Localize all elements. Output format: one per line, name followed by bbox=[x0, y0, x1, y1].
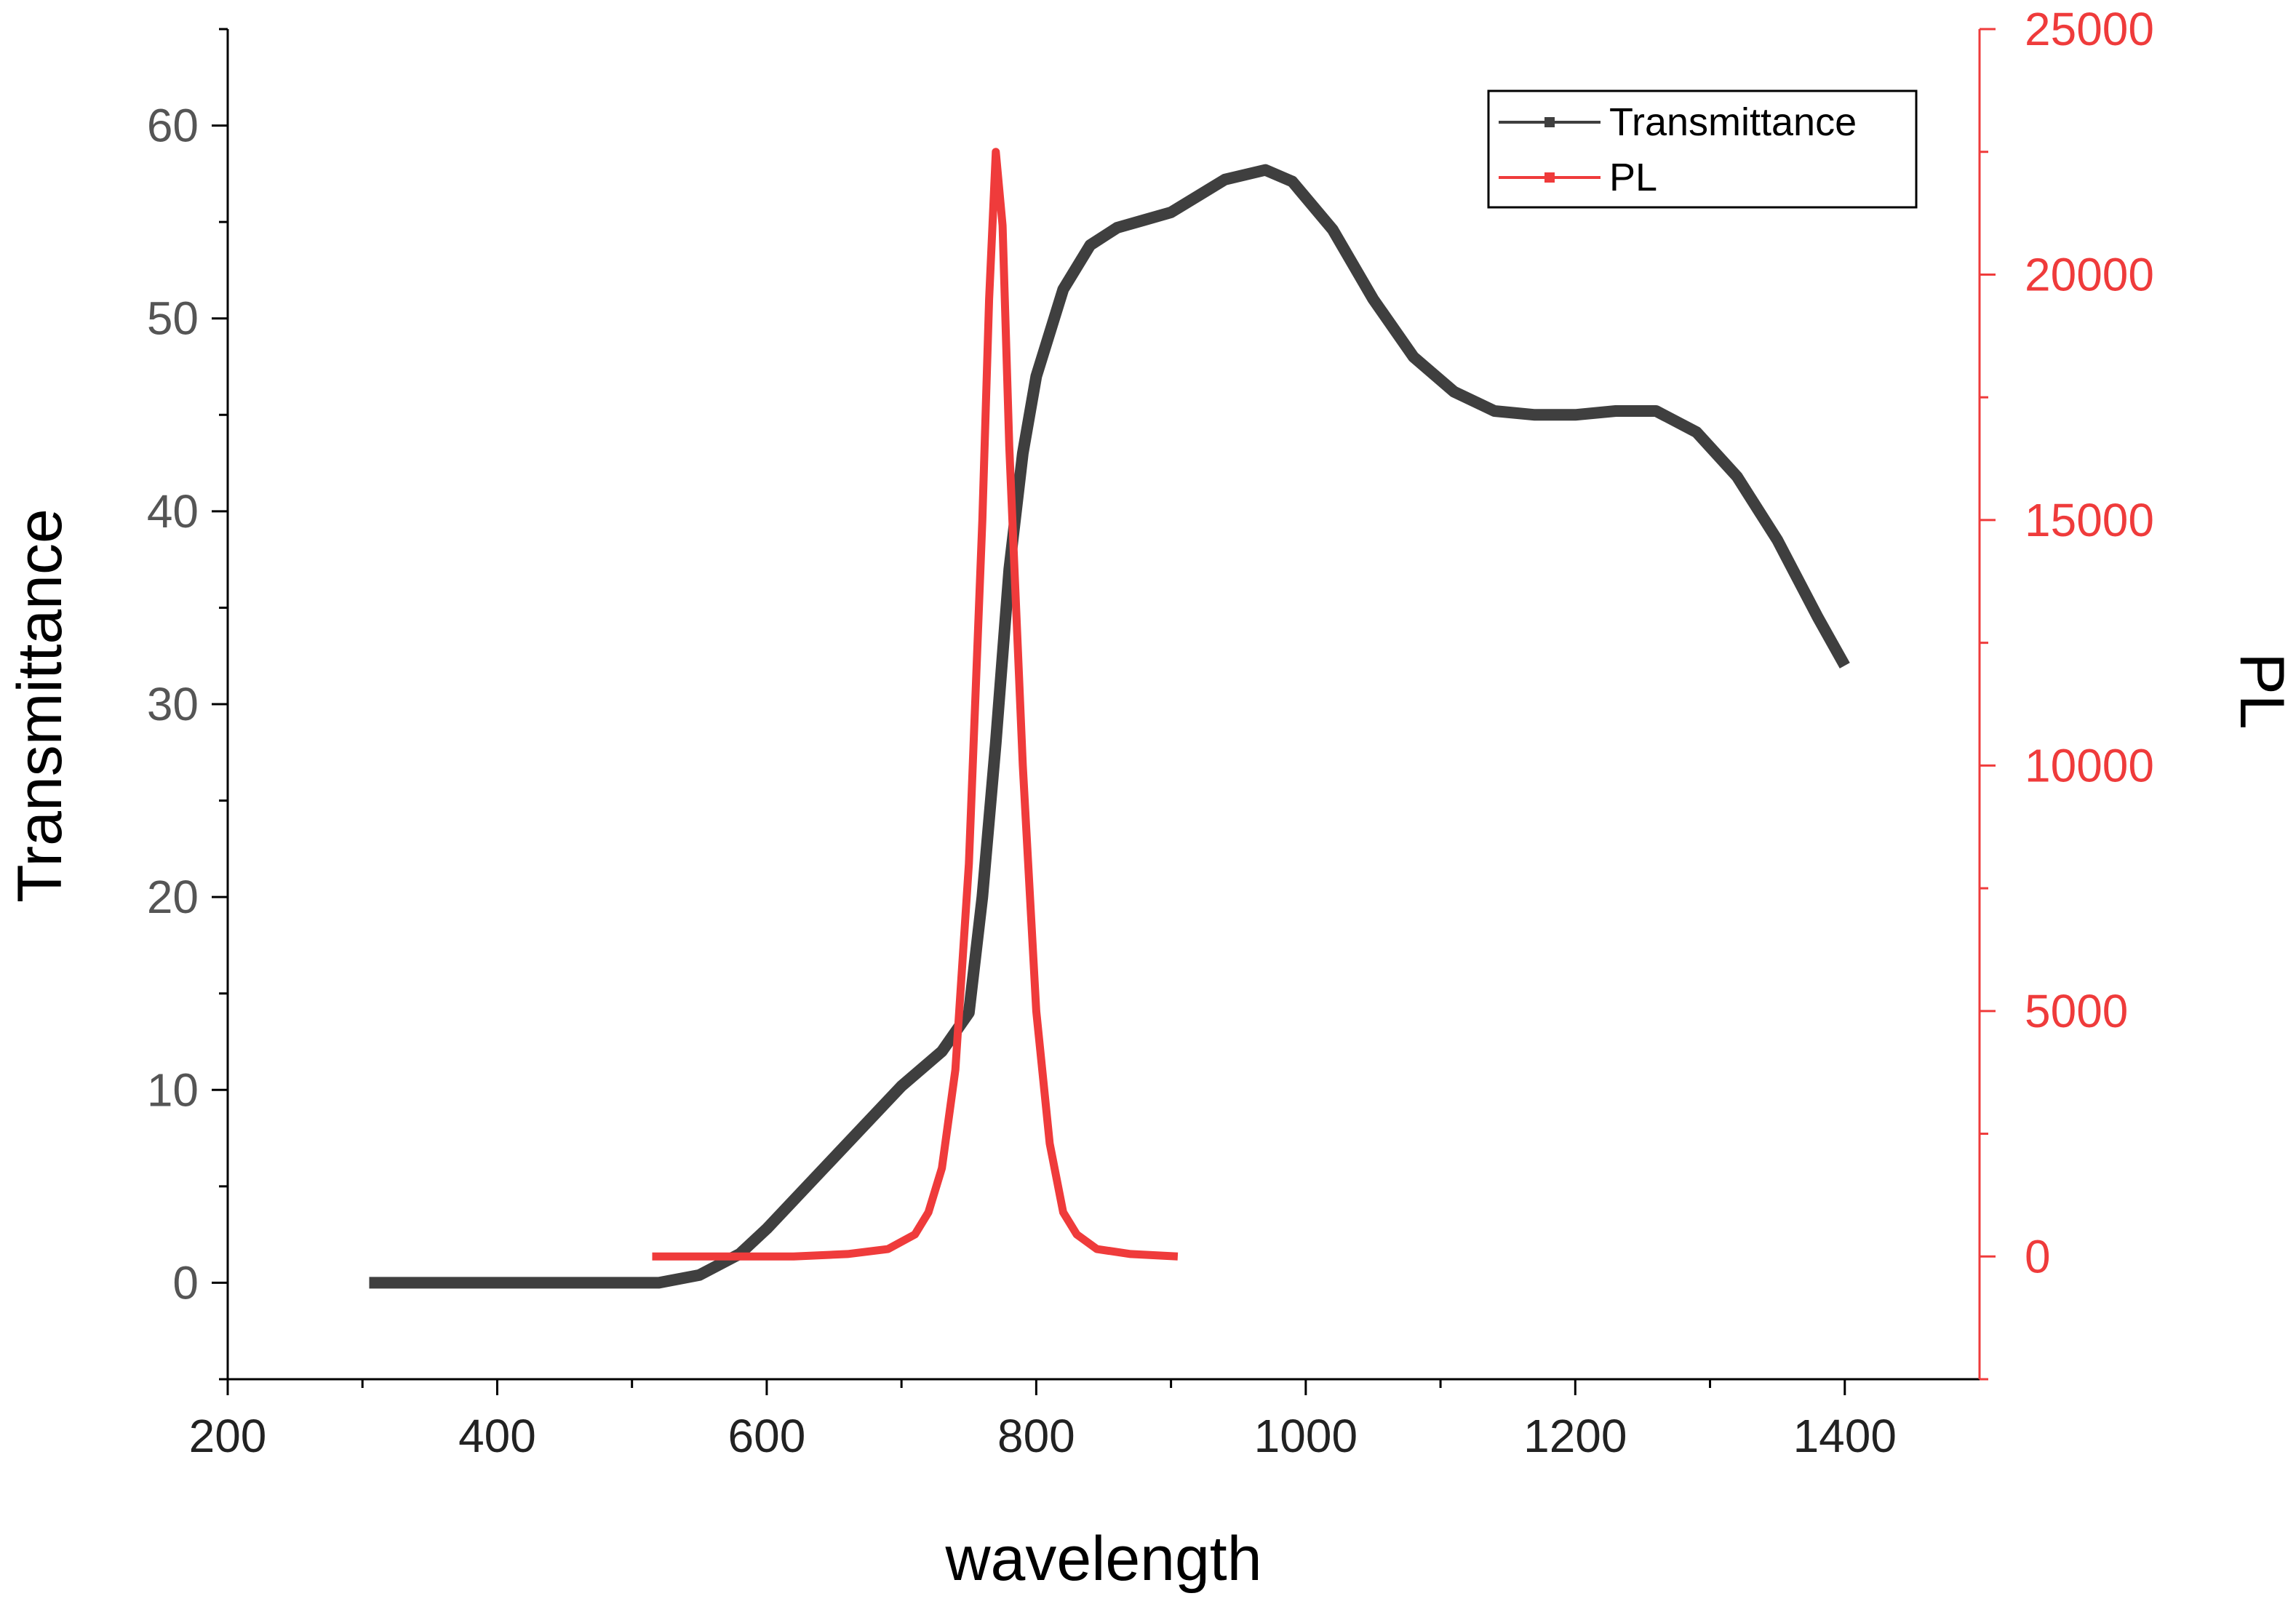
y-left-tick-label-40: 40 bbox=[147, 485, 199, 538]
y-left-tick-label-0: 0 bbox=[172, 1256, 199, 1309]
x-tick-label-800: 800 bbox=[997, 1410, 1075, 1462]
legend-marker-transmittance bbox=[1544, 117, 1555, 127]
right-y-axis: 0 5000 10000 15000 20000 25000 bbox=[1980, 3, 2154, 1381]
y-left-tick-label-50: 50 bbox=[147, 292, 199, 345]
x-tick-label-1400: 1400 bbox=[1793, 1410, 1897, 1462]
left-y-axis-title: Transmittance bbox=[5, 508, 75, 903]
x-tick-label-600: 600 bbox=[728, 1410, 806, 1462]
y-left-tick-label-10: 10 bbox=[147, 1064, 199, 1116]
x-axis-title: wavelength bbox=[944, 1524, 1261, 1594]
series-line-transmittance bbox=[369, 164, 1850, 1289]
y-right-tick-label-0: 0 bbox=[2025, 1230, 2051, 1282]
legend-label-pl: PL bbox=[1609, 156, 1657, 199]
y-right-tick-label-25000: 25000 bbox=[2025, 3, 2154, 55]
left-y-axis: 0 10 20 30 40 50 60 bbox=[147, 28, 228, 1381]
y-right-tick-label-20000: 20000 bbox=[2025, 248, 2154, 300]
y-left-tick-label-30: 30 bbox=[147, 678, 199, 730]
legend-box bbox=[1487, 89, 1918, 209]
legend-marker-pl bbox=[1544, 172, 1555, 183]
x-tick-label-200: 200 bbox=[189, 1410, 267, 1462]
x-axis: 200 400 600 800 1000 1200 1400 bbox=[189, 1379, 1897, 1462]
x-tick-label-1000: 1000 bbox=[1254, 1410, 1358, 1462]
legend: Transmittance PL bbox=[1487, 89, 1918, 209]
right-y-axis-title: PL bbox=[2227, 653, 2296, 729]
x-tick-label-1200: 1200 bbox=[1523, 1410, 1627, 1462]
y-right-tick-label-5000: 5000 bbox=[2025, 985, 2128, 1037]
y-right-tick-label-10000: 10000 bbox=[2025, 739, 2154, 791]
series-line-pl bbox=[652, 148, 1179, 1261]
legend-label-transmittance: Transmittance bbox=[1609, 100, 1857, 144]
y-right-tick-label-15000: 15000 bbox=[2025, 494, 2154, 546]
plot-area bbox=[369, 148, 1850, 1289]
y-left-tick-label-60: 60 bbox=[147, 100, 199, 152]
x-tick-label-400: 400 bbox=[458, 1410, 536, 1462]
y-left-tick-label-20: 20 bbox=[147, 871, 199, 923]
